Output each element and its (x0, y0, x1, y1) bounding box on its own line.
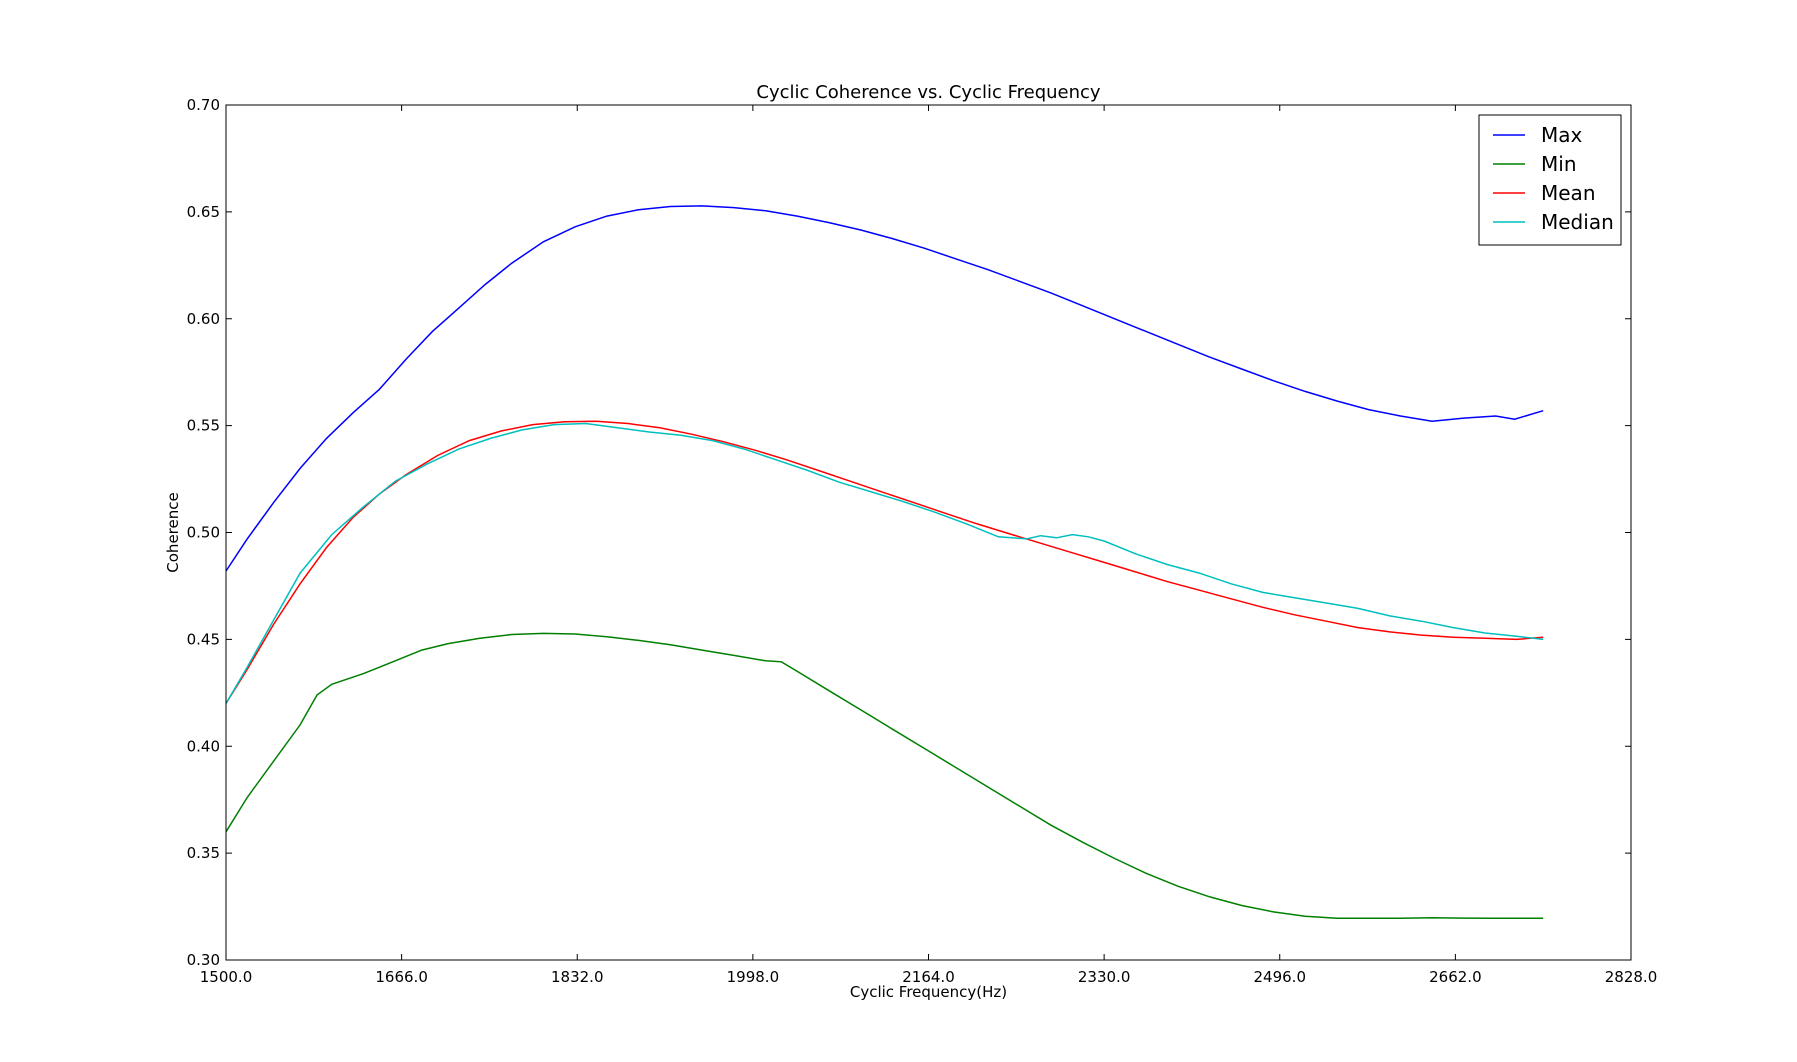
tick-layer: 1500.0 1666.0 1832.0 1998.0 2164.0 2330.0 2496… (187, 96, 1658, 986)
series-line-mean (225, 420, 1544, 704)
y-tick-label: 0.55 (187, 417, 220, 435)
legend-label-mean: Mean (1541, 181, 1596, 205)
y-tick-label: 0.30 (187, 951, 220, 969)
x-tick-label: 2662.0 (1429, 968, 1482, 986)
y-tick-label: 0.70 (187, 96, 220, 114)
x-tick-label: 1998.0 (727, 968, 780, 986)
x-tick-label: 1666.0 (375, 968, 428, 986)
x-tick-label: 2496.0 (1254, 968, 1307, 986)
legend-label-min: Min (1541, 152, 1577, 176)
y-tick-label: 0.45 (187, 630, 220, 648)
series-line-median (225, 422, 1544, 704)
y-tick-label: 0.40 (187, 737, 220, 755)
series-line-min (225, 632, 1544, 920)
y-tick-label: 0.35 (187, 844, 220, 862)
x-tick-label: 1500.0 (200, 968, 253, 986)
x-tick-label: 1832.0 (551, 968, 604, 986)
y-axis-label: Coherence (164, 492, 182, 572)
legend-label-median: Median (1541, 210, 1614, 234)
x-axis-label: Cyclic Frequency(Hz) (850, 983, 1007, 1001)
legend: Max Min Mean Median (1478, 114, 1622, 246)
x-tick-label: 2828.0 (1605, 968, 1658, 986)
plot-layer (225, 205, 1544, 920)
x-tick-label: 2330.0 (1078, 968, 1131, 986)
y-tick-label: 0.60 (187, 310, 220, 328)
x-tick-label: 2164.0 (902, 968, 955, 986)
legend-box (1478, 114, 1622, 246)
y-tick-label: 0.65 (187, 203, 220, 221)
y-tick-label: 0.50 (187, 524, 220, 542)
series-line-max (225, 205, 1544, 572)
chart-title: Cyclic Coherence vs. Cyclic Frequency (756, 82, 1101, 103)
legend-label-max: Max (1541, 123, 1583, 147)
